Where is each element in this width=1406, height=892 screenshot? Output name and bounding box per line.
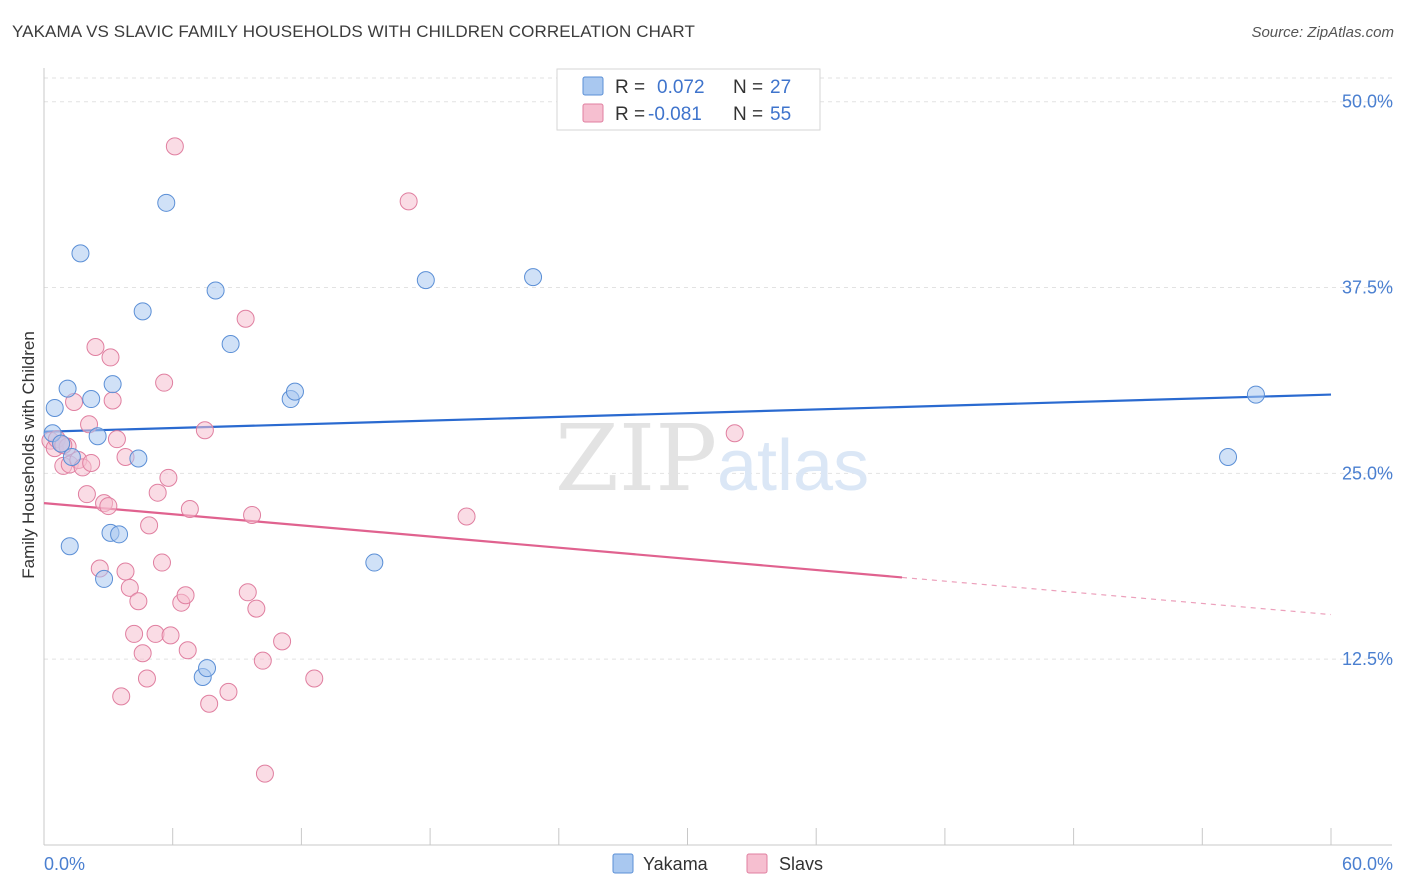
point-yakama xyxy=(129,449,148,468)
x-tick-label: 0.0% xyxy=(44,854,85,874)
point-yakama xyxy=(103,375,122,394)
point-slavs xyxy=(137,669,156,688)
legend-r-label-slavs: R = xyxy=(615,104,645,125)
point-slavs xyxy=(200,694,219,713)
bottom-legend-swatch-slavs xyxy=(746,853,768,874)
point-yakama xyxy=(88,427,107,446)
point-slavs xyxy=(255,764,274,783)
point-yakama xyxy=(365,553,384,572)
point-yakama xyxy=(133,302,152,321)
point-slavs xyxy=(133,644,152,663)
chart-source: Source: ZipAtlas.com xyxy=(1251,24,1394,41)
point-slavs xyxy=(219,682,238,701)
point-slavs xyxy=(243,505,262,524)
point-slavs xyxy=(273,632,292,651)
point-slavs xyxy=(146,624,165,643)
point-yakama xyxy=(71,244,90,263)
bottom-legend-label-slavs: Slavs xyxy=(779,854,823,874)
x-axis-labels: 0.0% 60.0% xyxy=(44,854,1393,874)
point-slavs xyxy=(238,583,257,602)
x-tick-label: 60.0% xyxy=(1342,854,1393,874)
y-axis-labels: 12.5% 25.0% 37.5% 50.0% xyxy=(1342,92,1393,669)
point-slavs xyxy=(176,586,195,605)
point-slavs xyxy=(99,497,118,516)
point-slavs xyxy=(125,624,144,643)
point-slavs xyxy=(82,453,101,472)
legend-n-value-yakama: 27 xyxy=(770,77,791,98)
y-tick-label: 12.5% xyxy=(1342,649,1393,669)
legend-r-label-yakama: R = xyxy=(615,77,645,98)
point-slavs xyxy=(112,687,131,706)
point-slavs xyxy=(253,651,272,670)
point-slavs xyxy=(101,348,120,367)
point-slavs xyxy=(86,338,105,357)
chart-title: YAKAMA VS SLAVIC FAMILY HOUSEHOLDS WITH … xyxy=(12,22,695,41)
point-slavs xyxy=(305,669,324,688)
gridlines xyxy=(44,77,1392,660)
point-slavs xyxy=(148,483,167,502)
y-tick-label: 37.5% xyxy=(1342,278,1393,298)
point-slavs xyxy=(103,391,122,410)
point-yakama xyxy=(62,448,81,467)
point-slavs xyxy=(161,626,180,645)
point-slavs xyxy=(399,192,418,211)
point-yakama xyxy=(58,379,77,398)
point-yakama xyxy=(45,398,64,417)
point-yakama xyxy=(524,268,543,287)
legend-r-value-slavs: -0.081 xyxy=(648,104,702,125)
point-yakama xyxy=(157,193,176,212)
point-slavs xyxy=(77,485,96,504)
y-axis-title: Family Households with Children xyxy=(19,331,38,579)
point-slavs xyxy=(165,137,184,156)
point-slavs xyxy=(116,562,135,581)
legend-n-label-yakama: N = xyxy=(733,77,763,98)
trend-line-yakama xyxy=(43,393,1332,433)
legend-r-value-yakama: 0.072 xyxy=(657,77,705,98)
point-yakama xyxy=(1219,448,1238,467)
point-slavs xyxy=(178,641,197,660)
series-legend: Yakama Slavs xyxy=(612,853,823,874)
point-yakama xyxy=(95,569,114,588)
point-slavs xyxy=(155,373,174,392)
legend-swatch-yakama xyxy=(582,76,604,96)
point-yakama xyxy=(285,382,304,401)
data-points xyxy=(41,137,1265,783)
point-yakama xyxy=(221,335,240,354)
axes xyxy=(43,68,1392,846)
point-yakama xyxy=(52,434,71,453)
legend-n-value-slavs: 55 xyxy=(770,104,791,125)
trend-line-dashed-slavs xyxy=(901,576,1332,616)
point-yakama xyxy=(82,390,101,409)
y-tick-label: 25.0% xyxy=(1342,463,1393,483)
watermark: ZIP atlas xyxy=(555,405,869,512)
point-slavs xyxy=(195,421,214,440)
point-yakama xyxy=(206,281,225,300)
point-slavs xyxy=(129,592,148,611)
bottom-legend-swatch-yakama xyxy=(612,853,634,874)
point-slavs xyxy=(236,309,255,328)
point-yakama xyxy=(1246,385,1265,404)
point-yakama xyxy=(416,271,435,290)
point-slavs xyxy=(457,507,476,526)
bottom-legend-label-yakama: Yakama xyxy=(643,854,709,874)
point-slavs xyxy=(725,424,744,443)
point-yakama xyxy=(60,537,79,556)
y-tick-label: 50.0% xyxy=(1342,92,1393,112)
point-slavs xyxy=(120,578,139,597)
correlation-legend: R = 0.072 N = 27 R = -0.081 N = 55 xyxy=(556,68,821,131)
point-slavs xyxy=(140,516,159,535)
legend-swatch-slavs xyxy=(582,103,604,123)
point-slavs xyxy=(107,430,126,449)
point-slavs xyxy=(247,599,266,618)
legend-n-label-slavs: N = xyxy=(733,104,763,125)
point-yakama xyxy=(198,659,217,678)
watermark-atlas: atlas xyxy=(717,426,869,506)
point-yakama xyxy=(110,525,129,544)
point-slavs xyxy=(152,553,171,572)
point-slavs xyxy=(180,500,199,519)
watermark-zip: ZIP xyxy=(555,405,717,512)
point-slavs xyxy=(159,468,178,487)
